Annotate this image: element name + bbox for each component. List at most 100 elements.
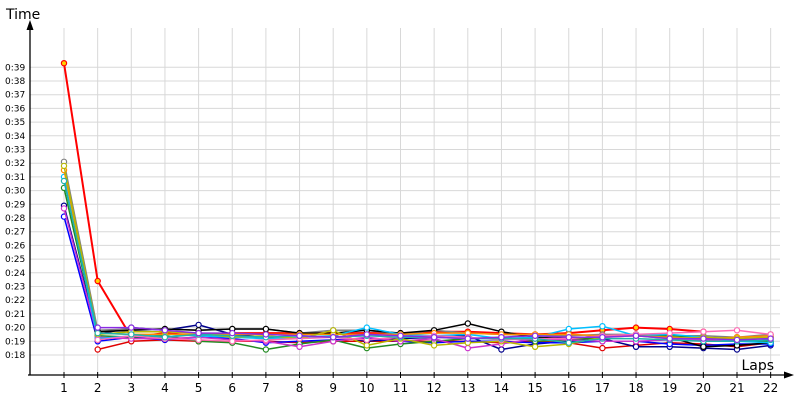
data-point (599, 344, 606, 352)
y-tick-label: 0:29 (5, 200, 25, 210)
x-tick-label: 16 (561, 381, 576, 395)
data-point (666, 329, 673, 337)
x-tick-label: 6 (228, 381, 236, 395)
data-point (330, 334, 337, 341)
series-line (63, 180, 771, 344)
series-line (63, 63, 704, 339)
data-point (565, 325, 573, 333)
y-tick-label: 0:20 (5, 324, 25, 334)
x-tick-label: 18 (628, 381, 643, 395)
series-line (63, 216, 771, 347)
data-point (700, 343, 707, 350)
data-point (60, 60, 68, 67)
axes (26, 20, 794, 379)
y-tick-label: 0:36 (5, 104, 25, 114)
data-point (262, 331, 270, 338)
data-point (363, 342, 370, 349)
data-point (195, 336, 202, 344)
data-point (229, 338, 236, 345)
y-tick-label: 0:39 (5, 63, 25, 73)
data-point (700, 328, 707, 335)
data-point (161, 327, 169, 334)
series-line (63, 208, 771, 349)
y-tick-label: 0:31 (5, 173, 25, 183)
x-axis-title: Laps (741, 358, 774, 374)
data-point (666, 335, 673, 342)
y-tick-label: 0:32 (5, 159, 25, 169)
x-tick-label: 22 (763, 381, 778, 395)
data-point (599, 334, 606, 341)
x-tick-label: 5 (195, 381, 203, 395)
y-tick-label: 0:30 (5, 187, 25, 197)
data-point (733, 336, 741, 344)
x-tick-label: 11 (393, 381, 408, 395)
data-point (430, 342, 438, 349)
data-point (767, 335, 774, 342)
x-tick-label: 21 (729, 381, 744, 395)
x-tick-label: 13 (460, 381, 475, 395)
data-point (262, 325, 270, 333)
y-axis-arrow (26, 20, 34, 30)
series-11 (60, 162, 774, 350)
data-point (599, 323, 606, 330)
data-point (632, 343, 640, 350)
data-point (565, 334, 573, 341)
data-point (195, 321, 202, 329)
x-tick-label: 9 (329, 381, 337, 395)
data-point (498, 346, 505, 353)
y-tick-label: 0:28 (5, 214, 25, 224)
series-line (63, 187, 771, 351)
x-tick-labels: 1 2 3 4 5 6 7 8 9 10 11 12 13 14 15 16 17 18 19 20 21 22 (60, 372, 778, 395)
data-point (94, 324, 101, 331)
data-point (498, 334, 505, 341)
data-point (363, 324, 370, 331)
series-line (63, 169, 771, 340)
data-point (94, 346, 101, 353)
y-tick-label: 0:26 (5, 241, 25, 251)
series-14 (94, 324, 774, 344)
series-10 (60, 166, 774, 342)
data-point (733, 327, 741, 334)
data-point (94, 277, 101, 285)
x-tick-label: 17 (595, 381, 610, 395)
y-tick-label: 0:38 (5, 77, 25, 87)
data-point (464, 320, 471, 327)
data-point (128, 324, 135, 331)
y-tick-label: 0:35 (5, 118, 25, 128)
y-tick-label: 0:23 (5, 283, 25, 293)
grid-lines (30, 28, 780, 375)
data-point (565, 339, 573, 346)
y-tick-label: 0:19 (5, 337, 25, 347)
data-point (296, 343, 303, 350)
x-tick-label: 12 (427, 381, 442, 395)
data-point (464, 335, 471, 342)
data-point (60, 162, 68, 170)
data-point (60, 205, 68, 212)
series-7 (60, 184, 774, 353)
data-point (161, 334, 169, 341)
x-tick-label: 7 (262, 381, 270, 395)
y-tick-label: 0:34 (5, 132, 25, 142)
x-tick-label: 19 (662, 381, 677, 395)
data-point (531, 343, 539, 350)
x-tick-label: 10 (359, 381, 374, 395)
data-point (632, 332, 640, 339)
y-tick-label: 0:22 (5, 296, 25, 306)
y-tick-labels: 0:18 0:19 0:20 0:21 0:22 0:23 0:24 0:25 0:26 0:27… (5, 63, 25, 361)
y-tick-label: 0:21 (5, 310, 25, 320)
y-tick-label: 0:18 (5, 351, 25, 361)
x-tick-label: 8 (296, 381, 304, 395)
data-point (296, 332, 303, 339)
data-point (94, 336, 101, 344)
y-tick-label: 0:24 (5, 269, 25, 279)
series-line (63, 176, 771, 344)
x-tick-label: 15 (527, 381, 542, 395)
y-tick-label: 0:33 (5, 146, 25, 156)
data-point (363, 331, 370, 338)
x-axis-arrow (784, 371, 794, 379)
y-axis-title: Time (5, 7, 40, 23)
data-point (430, 334, 438, 341)
series-5 (60, 158, 774, 341)
data-point (531, 332, 539, 339)
